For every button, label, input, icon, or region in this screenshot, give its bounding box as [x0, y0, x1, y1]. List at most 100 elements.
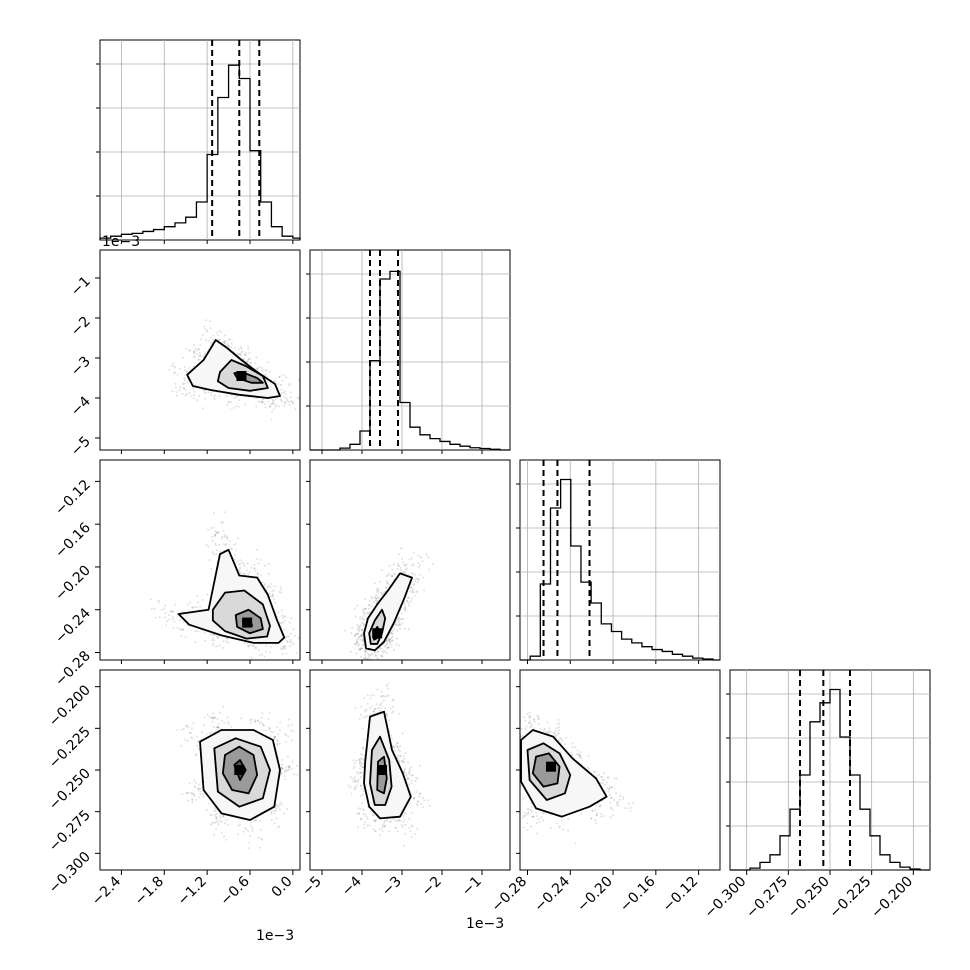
scatter-point	[361, 766, 364, 769]
scatter-point	[361, 615, 364, 618]
scatter-point	[181, 392, 184, 395]
scatter-point	[273, 822, 276, 825]
contour-line	[241, 618, 254, 628]
scatter-point	[243, 564, 246, 567]
panel-content	[176, 705, 299, 850]
scatter-point	[280, 771, 283, 774]
scatter-point	[201, 333, 204, 336]
scatter-point	[365, 815, 368, 818]
panel-content	[168, 319, 300, 421]
scatter-point	[279, 647, 282, 650]
scatter-point	[360, 647, 363, 650]
scatter-point	[359, 764, 362, 767]
scatter-point	[225, 344, 228, 347]
scatter-point	[196, 629, 199, 632]
scatter-point	[205, 338, 208, 341]
scatter-point	[264, 406, 267, 409]
scatter-point	[263, 583, 266, 586]
scatter-point	[373, 819, 376, 822]
scatter-point	[190, 395, 193, 398]
scatter-point	[200, 338, 203, 341]
scatter-point	[243, 642, 246, 645]
scatter-point	[370, 653, 373, 656]
scatter-point	[281, 767, 284, 770]
scatter-point	[256, 557, 259, 560]
scatter-point	[374, 707, 377, 710]
scatter-point	[206, 329, 209, 332]
scatter-point	[388, 584, 391, 587]
scatter-point	[272, 402, 275, 405]
scatter-point	[385, 575, 388, 578]
scatter-point	[280, 766, 283, 769]
scatter-point	[372, 828, 375, 831]
scatter-point	[221, 537, 224, 540]
scatter-point	[238, 570, 241, 573]
scatter-point	[216, 726, 219, 729]
scatter-point	[410, 774, 413, 777]
scatter-point	[297, 637, 300, 640]
scatter-point	[380, 690, 383, 693]
scatter-point	[254, 362, 257, 365]
scatter-point	[270, 418, 273, 421]
scatter-point	[207, 391, 210, 394]
scatter-point	[276, 826, 279, 829]
scatter-point	[263, 584, 266, 587]
scatter-point	[359, 784, 362, 787]
scatter-point	[257, 649, 260, 652]
scatter-point	[290, 400, 293, 403]
scatter-point	[361, 766, 364, 769]
density-peak	[377, 765, 387, 775]
scatter-point	[210, 814, 213, 817]
scatter-point	[373, 694, 376, 697]
scatter-point	[407, 596, 410, 599]
scatter-point	[204, 391, 207, 394]
scatter-point	[273, 379, 276, 382]
scatter-point	[283, 645, 286, 648]
scatter-point	[168, 368, 171, 371]
scatter-point	[261, 370, 264, 373]
scatter-point	[360, 787, 363, 790]
scatter-point	[531, 815, 534, 818]
scatter-point	[378, 703, 381, 706]
scatter-point	[359, 753, 362, 756]
scatter-point	[289, 729, 292, 732]
scatter-point	[382, 651, 385, 654]
scatter-point	[411, 587, 414, 590]
scatter-point	[216, 728, 219, 731]
scatter-point	[594, 819, 597, 822]
scatter-point	[396, 745, 399, 748]
scatter-point	[230, 346, 233, 349]
scatter-point	[176, 627, 179, 630]
scatter-point	[357, 773, 360, 776]
scatter-point	[186, 726, 189, 729]
scatter-point	[218, 644, 221, 647]
scatter-point	[372, 814, 375, 817]
scatter-point	[380, 647, 383, 650]
scatter-point	[246, 360, 249, 363]
scatter-point	[403, 832, 406, 835]
panel-frame	[99, 249, 301, 451]
panel-content	[150, 511, 300, 659]
scatter-point	[410, 779, 413, 782]
scatter-point	[292, 642, 295, 645]
scatter-point	[250, 644, 253, 647]
scatter-point	[267, 572, 270, 575]
contour-line	[368, 608, 387, 645]
contour-line	[177, 548, 286, 644]
scatter-point	[211, 720, 214, 723]
scatter-point	[366, 694, 369, 697]
scatter-point	[407, 771, 410, 774]
scatter-point	[296, 773, 299, 776]
scatter-point	[410, 586, 413, 589]
scatter-point	[270, 819, 273, 822]
scatter-point	[273, 736, 276, 739]
scatter-point	[249, 835, 252, 838]
scatter-point	[203, 723, 206, 726]
scatter-point	[362, 624, 365, 627]
scatter-point	[385, 641, 388, 644]
scatter-point	[228, 400, 231, 403]
scatter-point	[364, 656, 367, 659]
scatter-point	[186, 739, 189, 742]
scatter-point	[216, 821, 219, 824]
scatter-point	[413, 797, 416, 800]
